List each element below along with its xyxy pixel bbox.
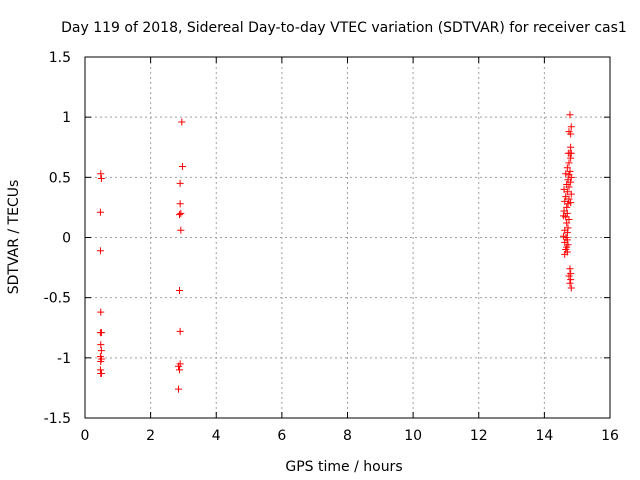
y-tick-label: 0 [62,231,71,247]
data-point [96,208,104,216]
data-point [176,200,184,208]
x-tick-label: 8 [343,428,352,444]
data-point [177,226,185,234]
data-point [565,272,573,280]
data-point [563,164,571,172]
data-point [97,357,105,365]
x-tick-label: 14 [535,428,553,444]
data-point [176,286,183,294]
data-point [176,179,184,187]
data-point [566,265,574,273]
x-tick-label: 6 [277,428,286,444]
data-point [567,143,575,151]
data-point [566,111,574,119]
data-point [567,199,575,207]
y-tick-label: 1 [62,110,71,126]
data-point [97,170,105,178]
x-tick-label: 4 [212,428,221,444]
y-tick-label: -1.5 [44,411,71,427]
data-point [96,247,104,255]
x-tick-label: 0 [81,428,90,444]
data-point [567,178,575,186]
chart-title: Day 119 of 2018, Sidereal Day-to-day VTE… [61,20,627,36]
data-point [178,118,186,126]
axis-ticks: 0 2 4 6 8 10 12 14 16 -1.5 -1 -0.5 0 0.5 1 1.5 [44,50,619,444]
data-point [563,203,571,211]
data-point [563,229,571,237]
data-point [567,130,575,138]
data-point [566,167,574,175]
data-point [175,362,183,370]
data-points [96,111,575,393]
y-tick-label: -0.5 [44,291,71,307]
data-point [567,284,575,292]
data-point [565,159,573,167]
data-point [562,170,570,178]
data-point [97,341,105,349]
x-axis-label: GPS time / hours [285,459,402,475]
x-tick-label: 12 [470,428,488,444]
y-tick-label: 1.5 [49,50,71,66]
data-point [565,183,573,191]
data-point [176,327,184,335]
data-point [561,250,569,258]
data-point [566,279,574,287]
data-point [563,219,571,227]
data-point [175,385,183,393]
data-point [567,154,575,162]
x-tick-label: 16 [601,428,619,444]
y-tick-label: 0.5 [49,170,71,186]
data-point [97,308,105,316]
data-point [565,195,573,203]
grid-lines [85,57,610,418]
x-tick-label: 10 [404,428,422,444]
data-point [97,175,105,183]
x-tick-label: 2 [146,428,155,444]
data-point [176,366,183,374]
data-point [567,123,575,131]
data-point [563,188,571,196]
data-point [97,369,105,377]
data-point [177,209,185,217]
data-point [567,276,575,284]
data-point [176,211,183,219]
data-point [178,163,186,171]
data-point [563,209,571,217]
data-point [97,329,105,337]
data-point [97,347,105,355]
data-point [567,190,575,198]
data-point [565,215,573,223]
y-axis-label: SDTVAR / TECUs [6,180,22,295]
y-tick-label: -1 [57,351,71,367]
data-point [567,149,575,157]
